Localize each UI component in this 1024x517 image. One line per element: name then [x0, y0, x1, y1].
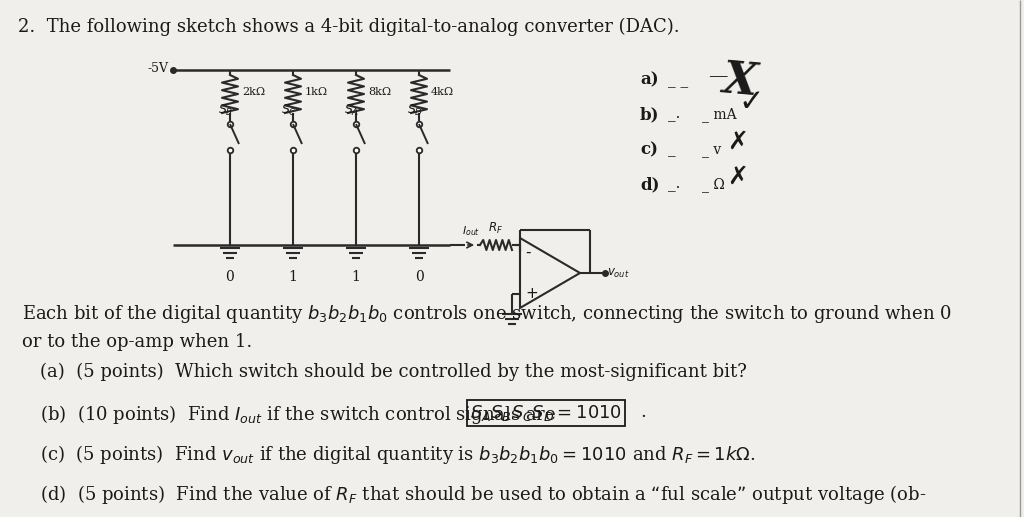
- Text: $S_B$: $S_B$: [218, 103, 233, 118]
- Text: _ mA: _ mA: [702, 108, 736, 123]
- Text: d): d): [640, 176, 659, 193]
- Text: (a)  (5 points)  Which switch should be controlled by the most-significant bit?: (a) (5 points) Which switch should be co…: [40, 363, 746, 381]
- Text: (c)  (5 points)  Find $v_{out}$ if the digital quantity is $b_3b_2b_1b_0 = 1010$: (c) (5 points) Find $v_{out}$ if the dig…: [40, 443, 756, 466]
- Text: 4kΩ: 4kΩ: [431, 87, 454, 97]
- Text: $S_A$: $S_A$: [344, 103, 359, 118]
- Text: 1: 1: [289, 270, 297, 284]
- Text: b): b): [640, 107, 659, 124]
- Text: ✓: ✓: [738, 88, 764, 117]
- Text: -5V: -5V: [147, 62, 168, 74]
- Text: $R_F$: $R_F$: [488, 221, 504, 236]
- Text: X: X: [721, 58, 759, 104]
- Text: $S_AS_BS_CS_D = 1010$: $S_AS_BS_CS_D = 1010$: [470, 403, 622, 423]
- Text: (d)  (5 points)  Find the value of $R_F$ that should be used to obtain a “ful sc: (d) (5 points) Find the value of $R_F$ t…: [40, 483, 927, 506]
- Text: _ v: _ v: [702, 143, 721, 157]
- Text: +: +: [525, 286, 538, 301]
- Text: $S_C$: $S_C$: [281, 103, 297, 118]
- Text: _ _: _ _: [668, 73, 688, 87]
- Text: 1kΩ: 1kΩ: [305, 87, 328, 97]
- Text: -: -: [525, 245, 530, 260]
- Text: _: _: [668, 143, 676, 157]
- Text: 0: 0: [225, 270, 234, 284]
- Text: 0: 0: [415, 270, 423, 284]
- Text: $v_{out}$: $v_{out}$: [607, 266, 630, 280]
- Text: a): a): [640, 71, 658, 88]
- Text: 2kΩ: 2kΩ: [242, 87, 265, 97]
- Text: 2.  The following sketch shows a 4-bit digital-to-analog converter (DAC).: 2. The following sketch shows a 4-bit di…: [18, 18, 680, 36]
- Text: $I_{out}$: $I_{out}$: [462, 224, 480, 238]
- Text: .: .: [640, 403, 646, 421]
- Text: 1: 1: [351, 270, 360, 284]
- Text: ✗: ✗: [727, 165, 748, 189]
- Text: —: —: [708, 67, 727, 85]
- Text: _ Ω: _ Ω: [702, 177, 725, 192]
- Text: 8kΩ: 8kΩ: [368, 87, 391, 97]
- Text: $S_D$: $S_D$: [407, 103, 423, 118]
- Text: ✗: ✗: [727, 130, 748, 154]
- Text: (b)  (10 points)  Find $I_{out}$ if the switch control signals are: (b) (10 points) Find $I_{out}$ if the sw…: [40, 403, 557, 426]
- Text: c): c): [640, 142, 658, 159]
- Text: _.: _.: [668, 108, 680, 122]
- Text: _.: _.: [668, 178, 680, 192]
- Text: Each bit of the digital quantity $b_3b_2b_1b_0$ controls one switch, connecting : Each bit of the digital quantity $b_3b_2…: [22, 303, 951, 352]
